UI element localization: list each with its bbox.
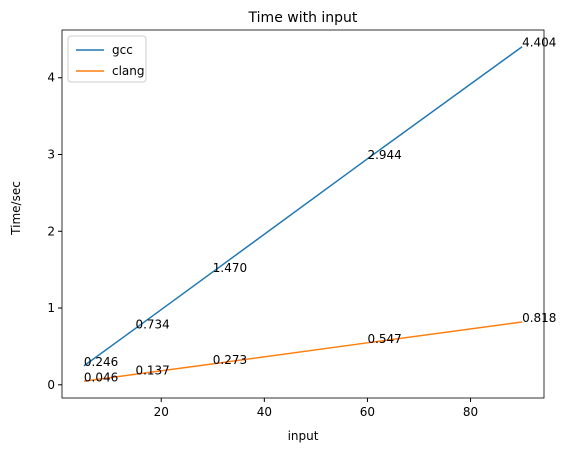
x-tick-label: 20	[154, 405, 169, 419]
data-label: 0.137	[135, 363, 169, 377]
y-axis-label: Time/sec	[9, 181, 23, 236]
legend-label: gcc	[112, 43, 133, 57]
y-tick-label: 4	[47, 71, 55, 85]
y-tick-label: 0	[47, 378, 55, 392]
data-label: 0.818	[522, 311, 556, 325]
data-label: 2.944	[367, 148, 401, 162]
plot-frame	[61, 29, 545, 399]
data-label: 1.470	[213, 261, 247, 275]
data-label: 0.246	[84, 355, 118, 369]
x-tick-label: 60	[360, 405, 375, 419]
series-line	[83, 46, 523, 367]
series-line	[83, 321, 523, 383]
data-label: 0.734	[135, 317, 169, 331]
data-label: 0.547	[367, 332, 401, 346]
y-tick-label: 2	[47, 224, 55, 238]
x-axis-label: input	[288, 429, 319, 443]
data-label: 0.273	[213, 353, 247, 367]
y-tick-label: 3	[47, 148, 55, 162]
data-label: 0.046	[84, 370, 118, 384]
chart-title: Time with input	[248, 10, 358, 26]
legend-label: clang	[112, 64, 145, 78]
data-label: 4.404	[522, 36, 556, 50]
x-tick-label: 80	[463, 405, 478, 419]
y-tick-label: 1	[47, 301, 55, 315]
x-tick-label: 40	[257, 405, 272, 419]
